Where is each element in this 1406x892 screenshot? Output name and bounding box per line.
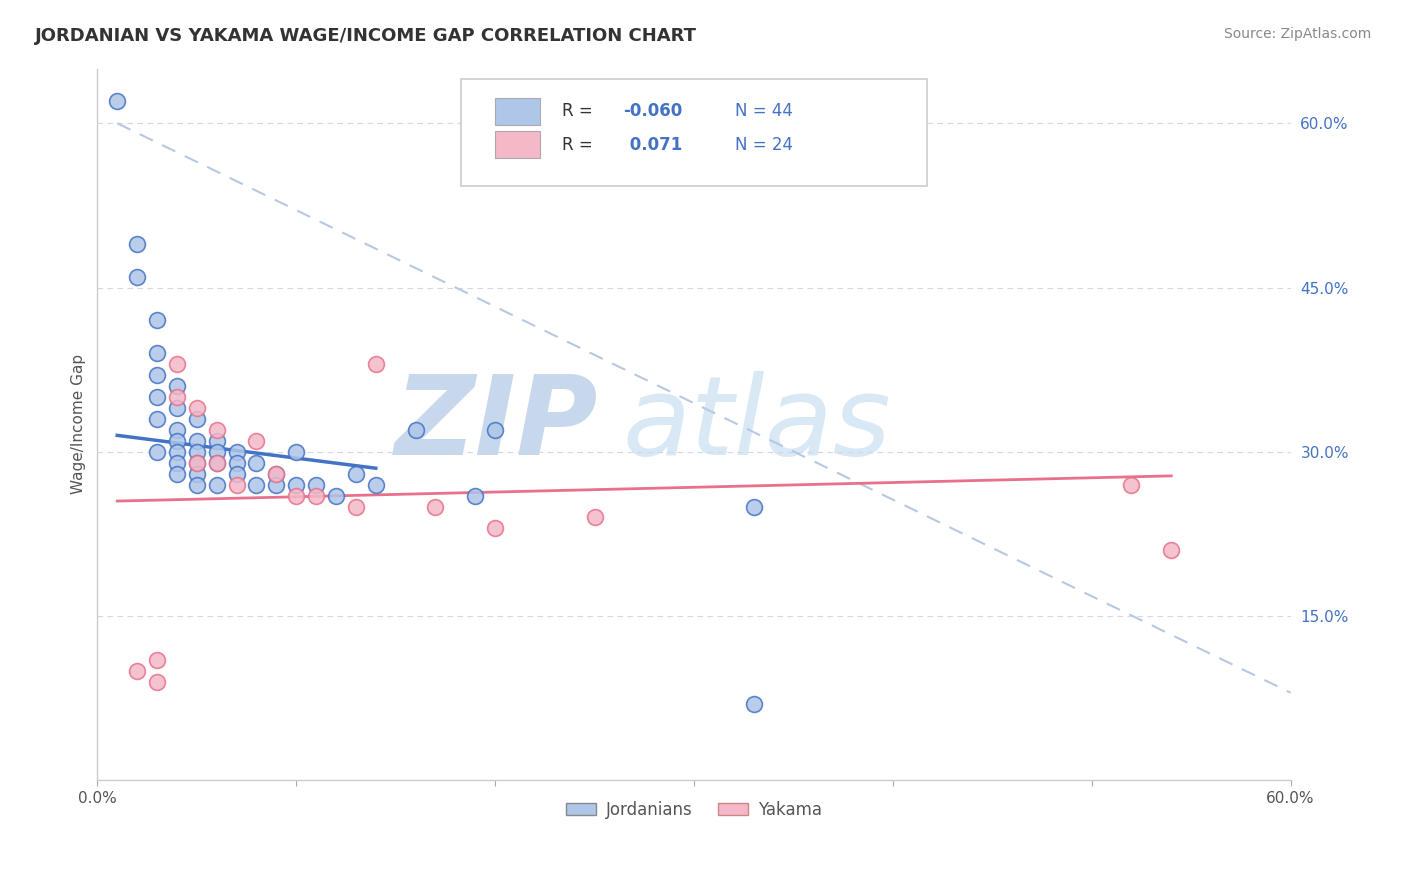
FancyBboxPatch shape [495, 131, 540, 158]
Point [146, 653, 169, 667]
Point [127, 664, 149, 678]
Text: JORDANIAN VS YAKAMA WAGE/INCOME GAP CORRELATION CHART: JORDANIAN VS YAKAMA WAGE/INCOME GAP CORR… [35, 27, 697, 45]
Point [186, 467, 208, 481]
Point [205, 444, 228, 458]
Y-axis label: Wage/Income Gap: Wage/Income Gap [72, 354, 86, 494]
Point [146, 390, 169, 404]
Point [742, 500, 765, 514]
Text: R =: R = [561, 103, 598, 120]
Point [305, 489, 328, 503]
Point [245, 434, 267, 448]
FancyBboxPatch shape [495, 98, 540, 125]
Point [245, 477, 267, 491]
Point [105, 95, 128, 109]
Point [266, 467, 288, 481]
Point [245, 456, 267, 470]
Text: -0.060: -0.060 [624, 103, 683, 120]
FancyBboxPatch shape [461, 79, 927, 186]
Point [186, 412, 208, 426]
Point [166, 357, 188, 371]
Point [225, 444, 247, 458]
Point [583, 510, 606, 524]
Point [464, 489, 486, 503]
Point [186, 434, 208, 448]
Text: N = 44: N = 44 [734, 103, 793, 120]
Point [205, 434, 228, 448]
Point [166, 423, 188, 437]
Point [225, 467, 247, 481]
Point [1121, 477, 1143, 491]
Point [166, 379, 188, 393]
Point [344, 467, 367, 481]
Point [344, 500, 367, 514]
Point [285, 477, 308, 491]
Point [146, 368, 169, 383]
Text: Source: ZipAtlas.com: Source: ZipAtlas.com [1223, 27, 1371, 41]
Point [325, 489, 347, 503]
Point [1160, 543, 1182, 558]
Point [127, 236, 149, 251]
Point [166, 456, 188, 470]
Point [146, 412, 169, 426]
Point [205, 423, 228, 437]
Point [285, 444, 308, 458]
Point [225, 456, 247, 470]
Point [205, 456, 228, 470]
Point [186, 444, 208, 458]
Point [742, 697, 765, 711]
Point [186, 456, 208, 470]
Point [146, 346, 169, 360]
Point [146, 444, 169, 458]
Text: atlas: atlas [623, 371, 891, 478]
Point [186, 456, 208, 470]
Point [166, 401, 188, 415]
Text: ZIP: ZIP [395, 371, 599, 478]
Text: R =: R = [561, 136, 598, 153]
Point [364, 477, 387, 491]
Point [166, 390, 188, 404]
Point [205, 477, 228, 491]
Point [127, 269, 149, 284]
Point [285, 489, 308, 503]
Point [166, 467, 188, 481]
Point [166, 434, 188, 448]
Text: N = 24: N = 24 [734, 136, 793, 153]
Point [146, 313, 169, 327]
Point [364, 357, 387, 371]
Point [305, 477, 328, 491]
Point [146, 674, 169, 689]
Point [425, 500, 447, 514]
Point [225, 477, 247, 491]
Point [186, 477, 208, 491]
Point [484, 521, 506, 535]
Point [266, 467, 288, 481]
Point [484, 423, 506, 437]
Text: 0.071: 0.071 [624, 136, 682, 153]
Legend: Jordanians, Yakama: Jordanians, Yakama [560, 794, 828, 825]
Point [266, 477, 288, 491]
Point [405, 423, 427, 437]
Point [205, 456, 228, 470]
Point [166, 444, 188, 458]
Point [186, 401, 208, 415]
